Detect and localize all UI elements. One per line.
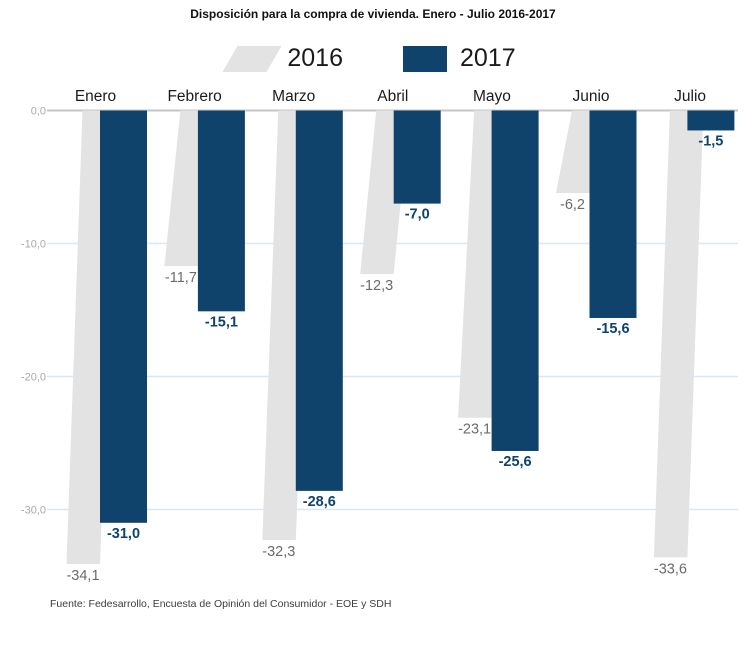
category-label-junio: Junio [572,88,609,105]
y-tick-label--30,0: -30,0 [21,505,46,517]
category-label-enero: Enero [75,88,116,105]
bar-2017-marzo [295,110,343,491]
value-label-2016-abril: -12,3 [360,278,393,294]
y-tick-label--20,0: -20,0 [21,372,46,384]
value-label-2017-febrero: -15,1 [205,314,238,330]
value-label-2016-mayo: -23,1 [458,422,491,438]
y-tick-label--10,0: -10,0 [21,239,46,251]
source-note: Fuente: Fedesarrollo, Encuesta de Opinió… [50,598,392,610]
category-label-abril: Abril [377,88,408,105]
y-tick-label-0,0: 0,0 [31,106,46,118]
chart-title: Disposición para la compra de vivienda. … [190,7,556,21]
category-label-julio: Julio [674,88,706,105]
value-label-2016-enero: -34,1 [66,568,99,584]
category-label-febrero: Febrero [167,88,221,105]
legend: 2016 2017 [0,44,746,73]
value-label-2017-mayo: -25,6 [499,454,532,470]
legend-item-2016: 2016 [222,44,343,73]
bar-2017-abril [393,110,441,204]
value-label-2017-marzo: -28,6 [303,494,336,510]
value-label-2017-abril: -7,0 [405,207,430,223]
value-label-2016-julio: -33,6 [654,561,687,577]
value-label-2017-junio: -15,6 [596,321,629,337]
bar-2017-enero [100,110,147,523]
legend-swatch-2017-rectangle [403,45,447,72]
legend-item-2017: 2017 [403,44,516,73]
category-label-marzo: Marzo [272,88,315,105]
value-label-2017-julio: -1,5 [698,133,723,149]
value-label-2016-junio: -6,2 [560,197,585,213]
bar-2017-junio [589,110,637,318]
value-label-2017-enero: -31,0 [107,526,140,542]
legend-label-2016: 2016 [287,44,343,72]
bar-2017-mayo [491,110,539,451]
category-label-mayo: Mayo [473,88,511,105]
legend-label-2017: 2017 [460,44,516,72]
bar-2017-febrero [197,110,245,312]
bar-2016-julio [653,110,704,558]
bar-2017-julio [687,110,735,131]
value-label-2016-marzo: -32,3 [262,544,295,560]
value-label-2016-febrero: -11,7 [165,270,197,286]
